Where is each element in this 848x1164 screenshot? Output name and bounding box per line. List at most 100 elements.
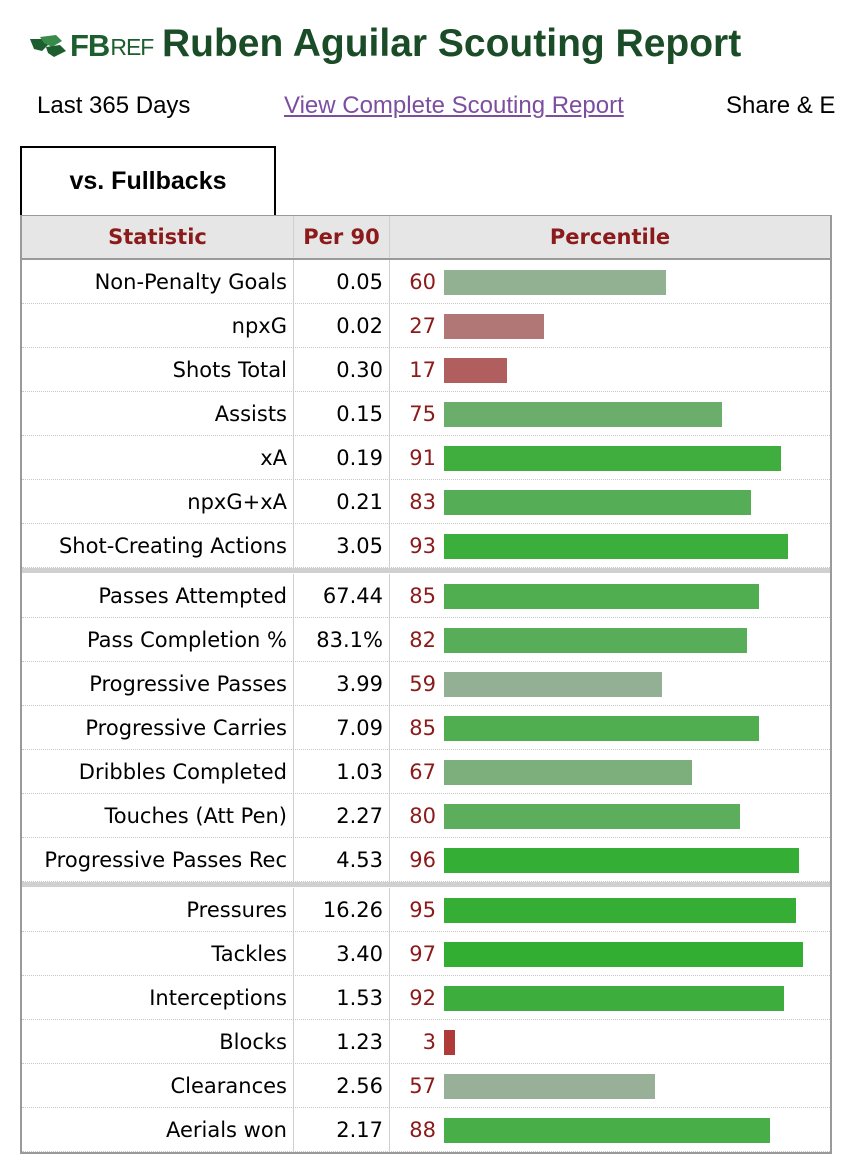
column-header-percentile[interactable]: Percentile [549, 225, 671, 249]
table-row: Interceptions 1.53 92 [22, 976, 830, 1020]
stat-name: Progressive Passes Rec [22, 838, 294, 881]
table-row: Touches (Att Pen) 2.27 80 [22, 794, 830, 838]
percentile-cell: 95 [390, 888, 830, 931]
stat-name: Interceptions [22, 976, 294, 1019]
percentile-value: 80 [409, 804, 436, 828]
per90-value: 67.44 [294, 574, 390, 617]
complete-report-link[interactable]: View Complete Scouting Report [284, 92, 624, 119]
percentile-value: 91 [409, 446, 436, 470]
percentile-bar [444, 628, 747, 653]
percentile-bar [444, 1118, 770, 1143]
table-row: Shots Total 0.30 17 [22, 348, 830, 392]
percentile-bar [444, 490, 751, 515]
per90-value: 83.1% [294, 618, 390, 661]
percentile-bar [444, 402, 722, 427]
group-separator [22, 882, 830, 887]
percentile-cell: 80 [390, 794, 830, 837]
percentile-bar [444, 1074, 655, 1099]
stat-name: Dribbles Completed [22, 750, 294, 793]
sub-navigation: Last 365 Days View Complete Scouting Rep… [0, 92, 848, 126]
table-row: Progressive Passes 3.99 59 [22, 662, 830, 706]
percentile-value: 59 [409, 672, 436, 696]
table-row: Passes Attempted 67.44 85 [22, 574, 830, 618]
table-row: Shot-Creating Actions 3.05 93 [22, 524, 830, 568]
table-row: Pass Completion % 83.1% 82 [22, 618, 830, 662]
table-row: Non-Penalty Goals 0.05 60 [22, 260, 830, 304]
table-row: Progressive Carries 7.09 85 [22, 706, 830, 750]
percentile-bar [444, 584, 759, 609]
per90-value: 0.19 [294, 436, 390, 479]
stat-name: Aerials won [22, 1108, 294, 1151]
percentile-bar [444, 446, 781, 471]
table-row: Clearances 2.56 57 [22, 1064, 830, 1108]
table-row: npxG+xA 0.21 83 [22, 480, 830, 524]
logo-ref-text: REF [110, 34, 154, 60]
percentile-bar [444, 942, 803, 967]
page-title: Ruben Aguilar Scouting Report [162, 22, 742, 65]
percentile-bar [444, 848, 799, 873]
per90-value: 3.40 [294, 932, 390, 975]
percentile-cell: 57 [390, 1064, 830, 1107]
tab-vs-fullbacks[interactable]: vs. Fullbacks [20, 146, 276, 215]
percentile-value: 96 [409, 848, 436, 872]
percentile-value: 97 [409, 942, 436, 966]
percentile-bar [444, 760, 692, 785]
per90-value: 0.15 [294, 392, 390, 435]
percentile-bar [444, 534, 788, 559]
fbref-logo[interactable]: FB REF [28, 26, 154, 66]
table-row: Dribbles Completed 1.03 67 [22, 750, 830, 794]
percentile-cell: 96 [390, 838, 830, 881]
percentile-bar [444, 672, 662, 697]
percentile-cell: 3 [390, 1020, 830, 1063]
stat-name: Shots Total [22, 348, 294, 391]
per90-value: 1.03 [294, 750, 390, 793]
per90-value: 1.53 [294, 976, 390, 1019]
stat-name: Shot-Creating Actions [22, 524, 294, 567]
percentile-bar [444, 1030, 455, 1055]
per90-value: 0.30 [294, 348, 390, 391]
percentile-bar [444, 358, 507, 383]
per90-value: 0.21 [294, 480, 390, 523]
scouting-table: Statistic Per 90 Percentile Non-Penalty … [20, 215, 832, 1154]
percentile-cell: 67 [390, 750, 830, 793]
table-header: Statistic Per 90 Percentile [22, 216, 830, 260]
stat-name: Tackles [22, 932, 294, 975]
percentile-cell: 60 [390, 260, 830, 303]
table-row: Tackles 3.40 97 [22, 932, 830, 976]
per90-value: 2.27 [294, 794, 390, 837]
per90-value: 16.26 [294, 888, 390, 931]
column-header-per90[interactable]: Per 90 [294, 216, 390, 258]
stat-name: Clearances [22, 1064, 294, 1107]
percentile-value: 92 [409, 986, 436, 1010]
percentile-cell: 97 [390, 932, 830, 975]
per90-value: 3.99 [294, 662, 390, 705]
stat-name: xA [22, 436, 294, 479]
table-row: Progressive Passes Rec 4.53 96 [22, 838, 830, 882]
stat-name: Passes Attempted [22, 574, 294, 617]
percentile-value: 60 [409, 270, 436, 294]
percentile-cell: 85 [390, 706, 830, 749]
table-row: xA 0.19 91 [22, 436, 830, 480]
share-export-link[interactable]: Share & E [726, 92, 836, 119]
percentile-value: 88 [409, 1118, 436, 1142]
stat-name: Assists [22, 392, 294, 435]
percentile-bar [444, 314, 544, 339]
per90-value: 3.05 [294, 524, 390, 567]
percentile-cell: 59 [390, 662, 830, 705]
per90-value: 1.23 [294, 1020, 390, 1063]
percentile-bar [444, 716, 759, 741]
stat-name: Progressive Passes [22, 662, 294, 705]
stat-name: Blocks [22, 1020, 294, 1063]
time-range-label[interactable]: Last 365 Days [37, 92, 191, 119]
percentile-cell: 85 [390, 574, 830, 617]
percentile-value: 83 [409, 490, 436, 514]
percentile-cell: 92 [390, 976, 830, 1019]
percentile-cell: 88 [390, 1108, 830, 1151]
stat-name: npxG [22, 304, 294, 347]
percentile-value: 85 [409, 584, 436, 608]
table-row: npxG 0.02 27 [22, 304, 830, 348]
table-row: Pressures 16.26 95 [22, 888, 830, 932]
per90-value: 7.09 [294, 706, 390, 749]
column-header-statistic[interactable]: Statistic [22, 216, 294, 258]
group-separator [22, 568, 830, 573]
